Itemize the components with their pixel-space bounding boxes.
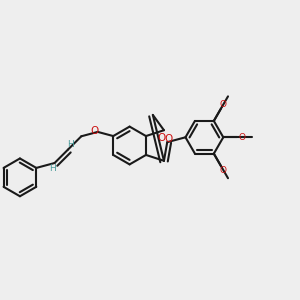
Text: H: H <box>67 140 74 149</box>
Text: O: O <box>220 100 227 109</box>
Text: O: O <box>164 134 172 144</box>
Text: H: H <box>49 164 56 173</box>
Text: O: O <box>158 133 166 143</box>
Text: O: O <box>90 126 98 136</box>
Text: O: O <box>239 133 246 142</box>
Text: O: O <box>220 166 227 175</box>
